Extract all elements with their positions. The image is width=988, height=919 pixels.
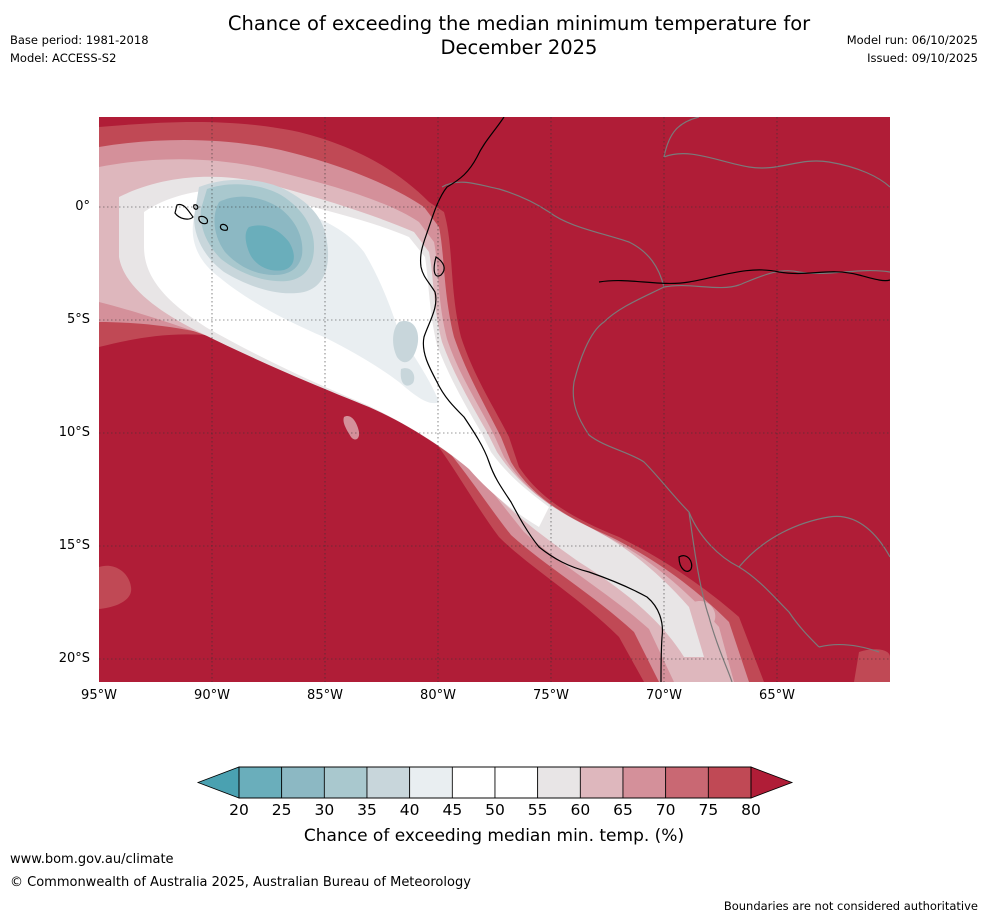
band-25 bbox=[245, 225, 294, 271]
border-chile-bolivia bbox=[688, 511, 733, 682]
meta-left: Base period: 1981-2018 Model: ACCESS-S2 bbox=[10, 31, 149, 67]
border-peru-brazil bbox=[572, 286, 690, 513]
border-paraguay bbox=[818, 643, 880, 653]
colorbar-cells bbox=[238, 766, 752, 799]
border-venezuela bbox=[663, 153, 890, 188]
model-run: Model run: 06/10/2025 bbox=[846, 33, 978, 47]
colorbar-cell bbox=[707, 766, 752, 799]
coastlines bbox=[419, 117, 890, 682]
colorbar-tick-label: 75 bbox=[698, 801, 719, 819]
colorbar-cell bbox=[579, 766, 624, 799]
colorbar-tick-label: 20 bbox=[229, 801, 249, 819]
lat-label-10s: 10°S bbox=[58, 425, 90, 440]
band-70-spot bbox=[343, 416, 360, 440]
border-bolivia-brazil bbox=[738, 515, 890, 568]
colorbar-cell bbox=[451, 766, 496, 799]
island-isabela bbox=[174, 203, 194, 220]
island-santa-cruz bbox=[198, 215, 209, 225]
colorbar-extend-low bbox=[196, 766, 240, 799]
chart-title: Chance of exceeding the median minimum t… bbox=[194, 12, 844, 60]
band-75-offshore bbox=[99, 565, 132, 609]
lon-label-65w: 65°W bbox=[759, 688, 795, 703]
colorbar-tick-label: 80 bbox=[741, 801, 761, 819]
lon-label-85w: 85°W bbox=[307, 688, 343, 703]
issued-date: Issued: 09/10/2025 bbox=[867, 51, 978, 65]
colorbar-tick-label: 70 bbox=[655, 801, 676, 819]
colorbar-tick-label: 45 bbox=[442, 801, 463, 819]
border-ecuador-colombia bbox=[441, 181, 550, 213]
colorbar-cell bbox=[665, 766, 709, 799]
lat-label-15s: 15°S bbox=[58, 538, 90, 553]
colorbar-frame bbox=[238, 766, 752, 799]
meta-right: Model run: 06/10/2025 Issued: 09/10/2025 bbox=[847, 31, 978, 67]
lat-label-5s: 5°S bbox=[66, 312, 90, 327]
band-45-coastal bbox=[393, 321, 419, 363]
lat-label-0: 0° bbox=[75, 199, 90, 214]
lon-label-70w: 70°W bbox=[646, 688, 682, 703]
band-75-east bbox=[854, 649, 890, 682]
river-amazon bbox=[598, 269, 890, 285]
coast-south-america bbox=[419, 117, 664, 682]
coast-gulf-guayaquil bbox=[433, 256, 445, 277]
lon-label-80w: 80°W bbox=[420, 688, 456, 703]
colorbar bbox=[196, 766, 794, 799]
lon-label-75w: 75°W bbox=[533, 688, 569, 703]
title-line-1: Chance of exceeding the median minimum t… bbox=[227, 12, 811, 35]
band-45-coastal-2 bbox=[400, 368, 415, 386]
border-colombia-venezuela bbox=[663, 117, 700, 158]
base-period: Base period: 1981-2018 bbox=[10, 33, 149, 47]
galapagos-islands bbox=[174, 203, 229, 231]
colorbar-tick-label: 65 bbox=[613, 801, 633, 819]
footer-disclaimer: Boundaries are not considered authoritat… bbox=[723, 899, 978, 913]
lake-titicaca bbox=[678, 555, 693, 572]
colorbar-tick-label: 25 bbox=[271, 801, 292, 819]
model-name: Model: ACCESS-S2 bbox=[10, 51, 117, 65]
footer-copyright: © Commonwealth of Australia 2025, Austra… bbox=[10, 875, 471, 890]
border-peru-colombia bbox=[548, 211, 665, 288]
border-bolivia bbox=[688, 511, 820, 648]
lon-label-90w: 90°W bbox=[194, 688, 230, 703]
colorbar-tick-label: 40 bbox=[399, 801, 420, 819]
colorbar-cell bbox=[622, 766, 667, 799]
colorbar-cell bbox=[409, 766, 453, 799]
forecast-map bbox=[99, 117, 890, 682]
colorbar-cell bbox=[323, 766, 368, 799]
colorbar-cell bbox=[537, 766, 581, 799]
colorbar-label: Chance of exceeding median min. temp. (%… bbox=[303, 826, 685, 846]
colorbar-cell bbox=[366, 766, 411, 799]
colorbar-extend-high bbox=[750, 766, 794, 799]
colorbar-cell bbox=[494, 766, 539, 799]
colorbar-tick-label: 60 bbox=[570, 801, 591, 819]
island-san-cristobal bbox=[219, 223, 229, 231]
country-borders bbox=[441, 117, 890, 682]
footer-url[interactable]: www.bom.gov.au/climate bbox=[10, 852, 174, 867]
colorbar-cell bbox=[281, 766, 325, 799]
lon-label-95w: 95°W bbox=[81, 688, 117, 703]
colorbar-tick-label: 55 bbox=[527, 801, 548, 819]
colorbar-tick-label: 50 bbox=[485, 801, 505, 819]
colorbar-tick-label: 35 bbox=[357, 801, 377, 819]
colorbar-tick-label: 30 bbox=[314, 801, 335, 819]
island-pinta bbox=[193, 204, 199, 210]
border-brazil-colombia bbox=[663, 269, 890, 289]
colorbar-cell bbox=[238, 766, 283, 799]
contour-bands bbox=[99, 122, 890, 682]
lat-label-20s: 20°S bbox=[58, 651, 90, 666]
title-line-2: December 2025 bbox=[440, 36, 598, 59]
